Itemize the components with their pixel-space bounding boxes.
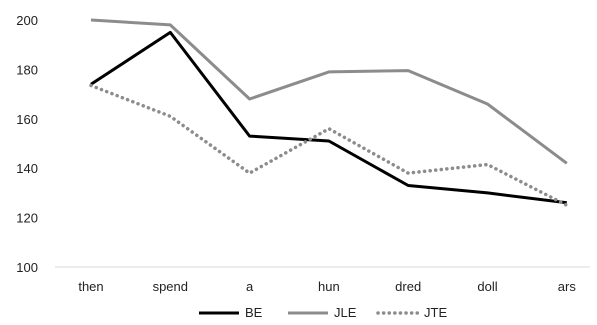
- legend-label-jle: JLE: [334, 305, 357, 320]
- x-tick-label-ars: ars: [558, 279, 577, 294]
- y-tick-label-100: 100: [16, 260, 38, 275]
- x-tick-label-a: a: [246, 279, 254, 294]
- y-tick-label-180: 180: [16, 62, 38, 77]
- legend-label-jte: JTE: [424, 305, 447, 320]
- x-tick-label-then: then: [78, 279, 103, 294]
- y-tick-label-200: 200: [16, 13, 38, 28]
- series-line-jte: [89, 83, 569, 208]
- legend-label-be: BE: [245, 305, 263, 320]
- y-tick-label-160: 160: [16, 112, 38, 127]
- series-line-be: [90, 30, 567, 205]
- x-tick-label-spend: spend: [153, 279, 188, 294]
- y-tick-label-140: 140: [16, 161, 38, 176]
- series-line-jle: [90, 18, 568, 165]
- y-tick-label-120: 120: [16, 211, 38, 226]
- x-tick-label-dred: dred: [395, 279, 421, 294]
- x-tick-label-hun: hun: [318, 279, 340, 294]
- x-tick-label-doll: doll: [477, 279, 497, 294]
